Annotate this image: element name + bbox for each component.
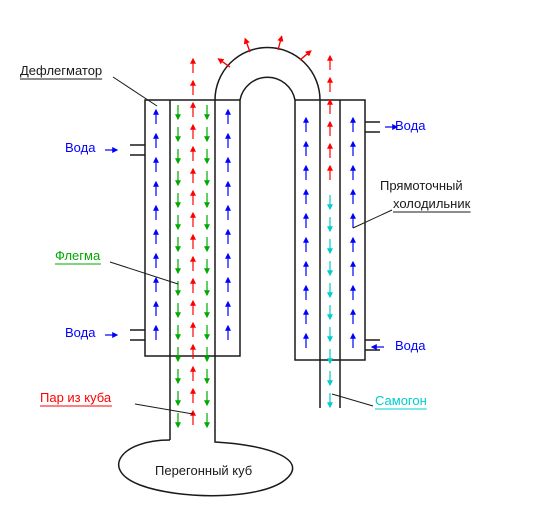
label-product: Самогон: [375, 393, 427, 408]
distillation-diagram: Дефлегматор Вода Вода Флегма Пар из куба Пере…: [0, 0, 550, 506]
label-condenser_line2: холодильник: [393, 196, 471, 211]
label-water: Вода: [65, 325, 96, 340]
label-water: Вода: [395, 118, 426, 133]
label-phlegm: Флегма: [55, 248, 101, 263]
label-vapor_from_still: Пар из куба: [40, 390, 112, 405]
label-still: Перегонный куб: [155, 463, 252, 478]
label-water: Вода: [395, 338, 426, 353]
label-condenser_line1: Прямоточный: [380, 178, 463, 193]
label-dephlegmator: Дефлегматор: [20, 63, 102, 78]
label-water: Вода: [65, 140, 96, 155]
